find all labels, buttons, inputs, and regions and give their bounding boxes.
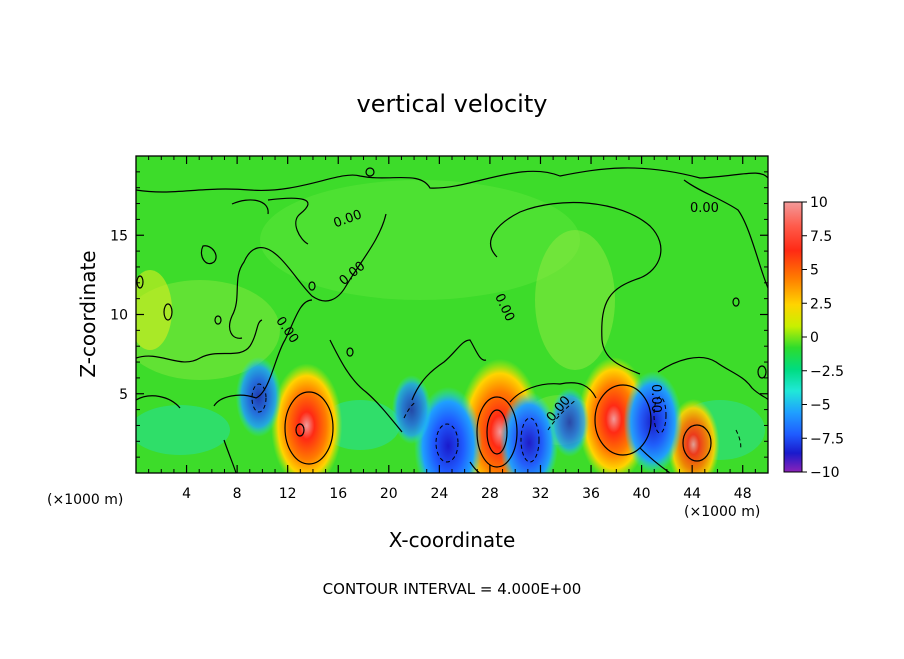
colorbar-tick-label: −2.5	[810, 364, 844, 380]
contour-line	[308, 281, 316, 291]
contour-line	[223, 439, 237, 473]
contour-line	[200, 245, 217, 265]
contour-line	[490, 201, 662, 375]
chart-title: vertical velocity	[357, 90, 548, 118]
downdraft-core	[391, 375, 432, 445]
contour-line	[657, 356, 768, 401]
contour-line	[329, 339, 403, 433]
contour-line	[213, 299, 313, 407]
y-unit-label: (×1000 m)	[47, 492, 123, 508]
downdraft-core	[499, 391, 559, 473]
negative-contour	[653, 396, 667, 434]
x-tick-label: 28	[481, 486, 499, 502]
colorbar-tick-label: −10	[810, 465, 840, 481]
colorbar-tick-label: 2.5	[810, 296, 832, 312]
colorbar-tick-label: 5	[810, 263, 819, 279]
colorbar-tick-label: 0	[810, 330, 819, 346]
contour-line	[136, 167, 768, 193]
negative-contour	[251, 383, 267, 413]
contour-line	[476, 396, 518, 468]
negative-contour	[547, 399, 577, 431]
updraft-core	[271, 363, 343, 473]
negative-contour	[403, 401, 417, 419]
x-tick-label: 40	[633, 486, 651, 502]
colorbar: 10 7.5 5 2.5 0 −2.5 −5 −7.5 −10	[783, 195, 844, 481]
x-tick-label: 12	[279, 486, 297, 502]
x-unit-label: (×1000 m)	[684, 504, 760, 520]
downdraft-core	[549, 387, 590, 457]
contour-line	[639, 447, 671, 473]
contour-label: 0.00	[648, 384, 663, 413]
contour-line	[594, 384, 652, 456]
x-tick-label: 20	[380, 486, 398, 502]
velocity-features	[235, 356, 720, 473]
contour-line	[163, 303, 173, 321]
contour-line	[136, 275, 144, 289]
colorbar-tick-label: 7.5	[810, 229, 832, 245]
downdraft-core	[414, 386, 483, 473]
contour-line	[295, 423, 305, 437]
contour-line	[486, 409, 508, 455]
contour-line	[267, 197, 309, 245]
contour-line	[365, 167, 375, 177]
x-tick-label: 48	[734, 486, 752, 502]
contour-line	[683, 179, 768, 289]
x-tick-label: 4	[182, 486, 191, 502]
contour-line	[411, 339, 487, 401]
contour-line	[136, 319, 263, 363]
colorbar-gradient	[783, 201, 803, 473]
background-tint	[136, 280, 280, 380]
colorbar-tick-label: −5	[810, 398, 831, 414]
background-tint	[260, 180, 580, 300]
y-tick-label: 15	[110, 228, 128, 244]
background-tint	[136, 405, 230, 455]
y-tick-label: 5	[119, 387, 128, 403]
contour-line	[346, 347, 354, 357]
background-tint	[136, 270, 172, 350]
x-axis-title: X-coordinate	[389, 528, 516, 552]
contour-line	[136, 395, 181, 409]
contour-line	[214, 315, 222, 325]
negative-contour	[435, 423, 459, 463]
x-tick-label: 44	[683, 486, 701, 502]
colorbar-ticks: 10 7.5 5 2.5 0 −2.5 −5 −7.5 −10	[802, 195, 844, 481]
contour-line	[757, 365, 767, 379]
x-tick-label: 8	[233, 486, 242, 502]
negative-contour	[735, 429, 742, 451]
background-tint	[535, 230, 615, 370]
colorbar-tick-label: 10	[810, 195, 828, 211]
x-tick-label: 24	[430, 486, 448, 502]
contour-line	[509, 382, 597, 403]
contour-line	[229, 213, 387, 339]
contour-label: 0.00	[690, 201, 719, 216]
contour-interval-label: CONTOUR INTERVAL = 4.000E+00	[323, 580, 582, 598]
downdraft-core	[623, 371, 683, 473]
x-tick-label: 32	[532, 486, 550, 502]
y-axis-title: Z-coordinate	[76, 250, 100, 377]
x-tick-label: 36	[582, 486, 600, 502]
contour-line	[682, 424, 712, 462]
contour-line	[284, 391, 334, 465]
x-axis-ticks: 4 8 12 16 20 24 28 32 36 40 44 48	[148, 156, 756, 502]
x-tick-label: 16	[329, 486, 347, 502]
negative-contours	[251, 383, 742, 463]
contour-line	[732, 297, 740, 307]
contour-line	[231, 199, 269, 215]
y-tick-label: 10	[110, 308, 128, 324]
negative-contour	[520, 417, 540, 463]
colorbar-tick-label: −7.5	[810, 431, 844, 447]
plot-area: 0.00 0.00 0.00 0.00 0.00 0.00 0.00	[136, 156, 768, 473]
y-axis-ticks: 5 10 15	[110, 171, 768, 458]
